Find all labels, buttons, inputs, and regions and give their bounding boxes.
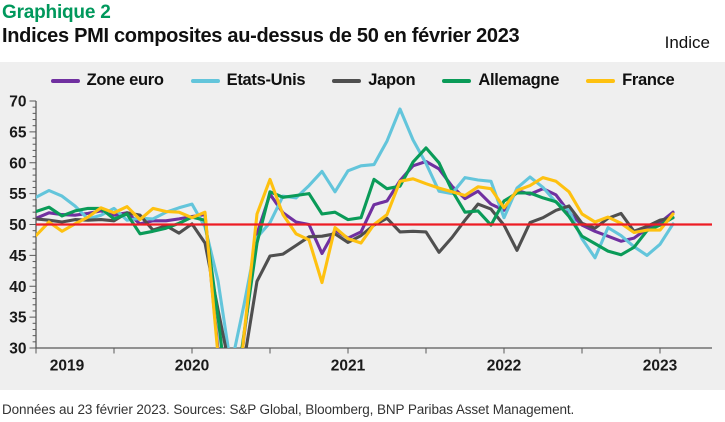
y-axis-label: 65 [9, 124, 27, 141]
legend-label: Zone euro [86, 71, 164, 89]
legend-swatch-zone-euro [50, 78, 80, 83]
legend-label: Allemagne [478, 71, 560, 89]
plot-svg: 30 35 40 45 50 55 60 65 70 2019 2020 2021 2022 2023 [9, 94, 712, 375]
y-axis-label: 60 [9, 155, 26, 172]
x-axis-label: 2022 [487, 358, 521, 375]
y-axis-label: 30 [9, 341, 26, 358]
series-line-france [36, 176, 675, 348]
legend-swatch-allemagne [442, 78, 472, 83]
legend-swatch-france [586, 78, 616, 83]
legend-swatch-japon [332, 78, 362, 83]
legend-item-etats-unis: Etats-Unis [190, 71, 306, 90]
y-axis-label: 70 [9, 94, 26, 111]
axis-unit-label: Indice [664, 33, 710, 52]
y-axis-label: 40 [9, 279, 26, 296]
series-line-zone-euro [36, 159, 675, 348]
y-axis-label: 35 [9, 310, 27, 327]
x-axis-label: 2023 [643, 358, 678, 375]
y-axis-label: 45 [9, 248, 27, 265]
x-axis-label: 2020 [175, 358, 209, 375]
y-axis-label: 55 [9, 186, 27, 203]
legend-item-france: France [586, 71, 675, 90]
legend-label: Japon [368, 71, 416, 89]
legend-item-zone-euro: Zone euro [50, 71, 164, 90]
series-line-allemagne [36, 146, 675, 348]
chart-legend: Zone euro Etats-Unis Japon Allemagne France [0, 71, 725, 90]
x-axis-label: 2021 [331, 358, 366, 375]
legend-label: France [622, 71, 675, 89]
legend-label: Etats-Unis [226, 71, 306, 89]
source-note: Données au 23 février 2023. Sources: S&P… [2, 402, 575, 417]
chart-kicker: Graphique 2 [2, 2, 111, 23]
chart-panel: Zone euro Etats-Unis Japon Allemagne France … [0, 62, 725, 390]
legend-swatch-etats-unis [190, 78, 220, 83]
x-axis-label: 2019 [50, 358, 85, 375]
legend-item-allemagne: Allemagne [442, 71, 559, 90]
chart-title: Indices PMI composites au-dessus de 50 e… [2, 25, 520, 47]
y-axis-label: 50 [9, 217, 26, 234]
legend-item-japon: Japon [332, 71, 416, 90]
